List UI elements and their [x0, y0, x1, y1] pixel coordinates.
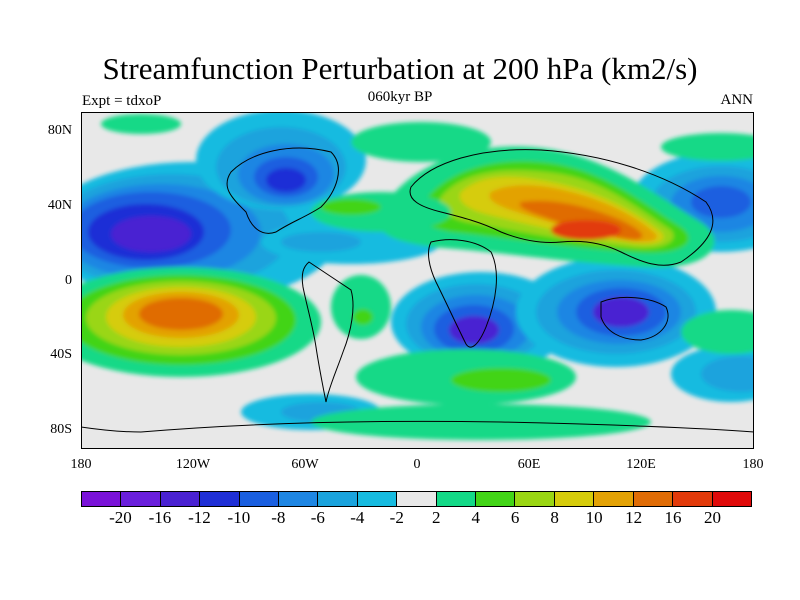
- experiment-label: Expt = tdxoP: [82, 93, 162, 109]
- anomaly-pos-south-pacific: [81, 267, 321, 377]
- lat-label: 40S: [50, 347, 72, 362]
- colorbar-swatch: [82, 492, 122, 506]
- colorbar-label: 10: [585, 508, 603, 527]
- colorbar-label: 6: [510, 508, 520, 527]
- lat-label: 40N: [47, 198, 72, 213]
- colorbar-swatch: [160, 492, 201, 506]
- colorbar-label: 2: [431, 508, 441, 527]
- colorbar-label: 20: [704, 508, 722, 527]
- colorbar-label: -20: [109, 508, 132, 527]
- streamfunction-map: [81, 112, 754, 440]
- colorbar-swatch: [436, 492, 477, 506]
- colorbar-label: -4: [350, 508, 365, 527]
- colorbar-label: -12: [188, 508, 211, 527]
- colorbar-label: -8: [271, 508, 286, 527]
- colorbar-swatch: [476, 492, 516, 506]
- chart-title: Streamfunction Perturbation at 200 hPa (…: [102, 51, 698, 86]
- colorbar-label: 12: [625, 508, 643, 527]
- colorbar-swatch: [673, 492, 713, 506]
- colorbar-swatch: [515, 492, 555, 506]
- colorbar-swatch: [357, 492, 398, 506]
- season-label: ANN: [720, 92, 754, 108]
- map-plot-area: [81, 112, 754, 449]
- anomaly-neg-australia: [516, 257, 716, 367]
- colorbar-label: -6: [310, 508, 325, 527]
- colorbar-swatch: [397, 492, 437, 506]
- lon-label: 0: [413, 457, 421, 472]
- lon-label: 60W: [291, 457, 319, 472]
- colorbar-swatch: [239, 492, 280, 506]
- colorbar-swatch: [200, 492, 240, 506]
- colorbar-swatch: [594, 492, 634, 506]
- colorbar-swatch: [318, 492, 358, 506]
- anomaly-neg-north-america: [196, 112, 366, 210]
- colorbar: [81, 491, 752, 507]
- lon-label: 60E: [517, 457, 541, 472]
- colorbar-swatch: [554, 492, 595, 506]
- colorbar-label: -16: [148, 508, 172, 527]
- colorbar-label: 8: [550, 508, 559, 527]
- lat-label: 0: [65, 273, 72, 288]
- lat-label: 80N: [47, 123, 72, 138]
- period-label: 060kyr BP: [367, 89, 433, 105]
- colorbar-swatch: [279, 492, 319, 506]
- coastlines: [81, 147, 754, 433]
- colorbar-swatch: [712, 492, 751, 506]
- anomaly-pos-eurasia: [379, 146, 715, 268]
- lat-label: 80S: [50, 422, 72, 437]
- colorbar-label: -10: [227, 508, 251, 527]
- colorbar-swatch: [121, 492, 161, 506]
- colorbar-label: 4: [471, 508, 480, 527]
- colorbar-label: -2: [389, 508, 404, 527]
- lon-label: 180: [742, 457, 764, 472]
- colorbar-label: 16: [664, 508, 682, 527]
- lon-label: 180: [70, 457, 92, 472]
- lon-label: 120W: [175, 457, 211, 472]
- colorbar-swatch: [633, 492, 674, 506]
- lon-label: 120E: [626, 457, 656, 472]
